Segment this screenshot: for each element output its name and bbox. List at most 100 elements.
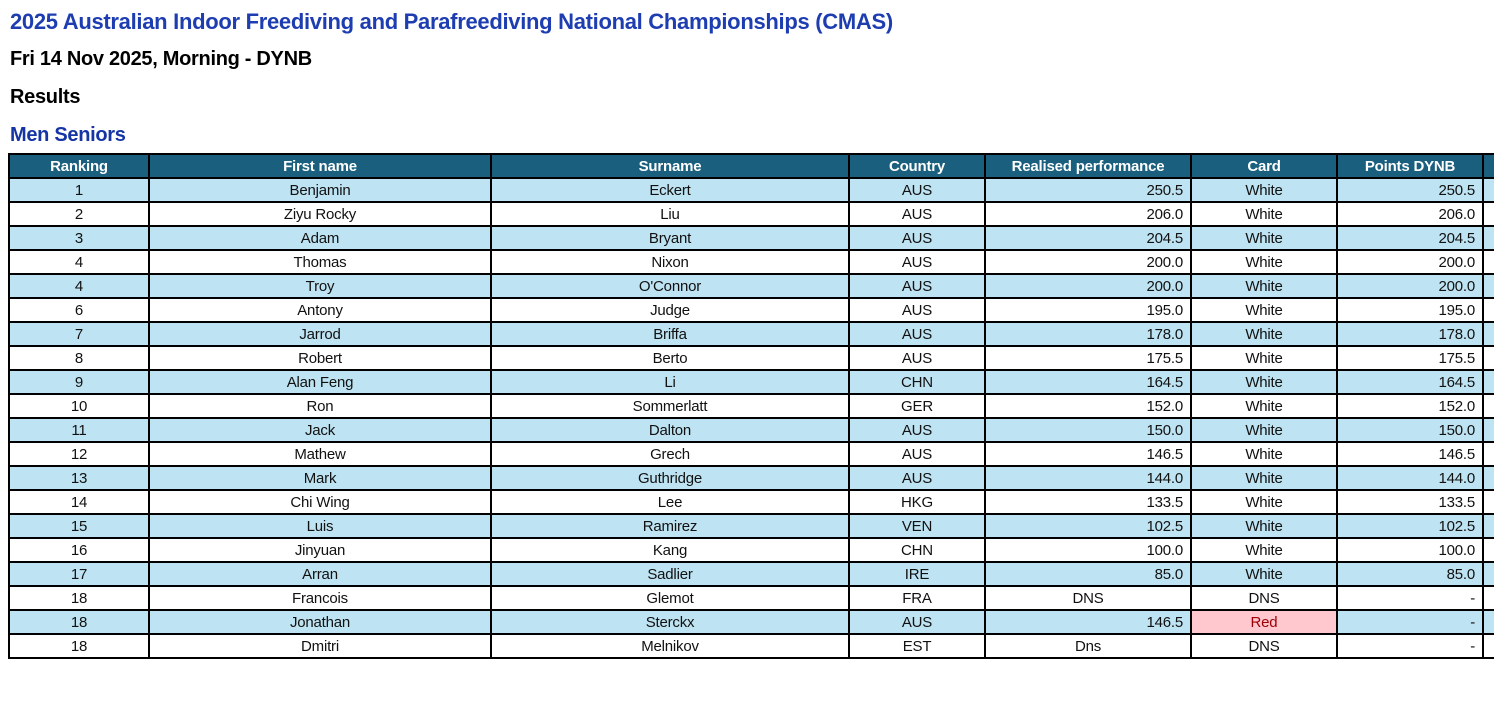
cell-first-name: Antony [148,297,492,323]
table-row: 3 Adam Bryant AUS 204.5 White 204.5 [8,225,1494,251]
cell-performance: 250.5 [984,177,1192,203]
column-header-first-name: First name [148,153,492,179]
column-header-ranking: Ranking [8,153,150,179]
cell-ranking: 2 [8,201,150,227]
clipped-extra-column-cell [1482,297,1494,323]
cell-first-name: Ron [148,393,492,419]
clipped-extra-column-cell [1482,441,1494,467]
cell-surname: Liu [490,201,850,227]
cell-surname: Ramirez [490,513,850,539]
table-row: 9 Alan Feng Li CHN 164.5 White 164.5 [8,369,1494,395]
cell-country: AUS [848,345,986,371]
cell-country: FRA [848,585,986,611]
table-row: 13 Mark Guthridge AUS 144.0 White 144.0 [8,465,1494,491]
cell-surname: Sommerlatt [490,393,850,419]
clipped-extra-column-cell [1482,345,1494,371]
cell-first-name: Thomas [148,249,492,275]
cell-points: - [1336,633,1484,659]
cell-points: 133.5 [1336,489,1484,515]
cell-ranking: 9 [8,369,150,395]
clipped-extra-column-cell [1482,633,1494,659]
cell-surname: Melnikov [490,633,850,659]
cell-performance: 195.0 [984,297,1192,323]
cell-surname: Bryant [490,225,850,251]
cell-ranking: 4 [8,273,150,299]
cell-points: - [1336,585,1484,611]
cell-surname: Eckert [490,177,850,203]
clipped-extra-column-cell [1482,513,1494,539]
cell-card: White [1190,417,1338,443]
column-header-realised-performance: Realised performance [984,153,1192,179]
cell-points: 178.0 [1336,321,1484,347]
cell-first-name: Arran [148,561,492,587]
cell-card: White [1190,561,1338,587]
cell-performance: 144.0 [984,465,1192,491]
cell-country: AUS [848,249,986,275]
cell-surname: Guthridge [490,465,850,491]
results-table-body: 1 Benjamin Eckert AUS 250.5 White 250.5 2 Ziyu R… [8,177,1494,659]
column-header-card: Card [1190,153,1338,179]
clipped-extra-column-cell [1482,465,1494,491]
table-header-row: Ranking First name Surname Country Realised … [8,153,1494,179]
table-row: 6 Antony Judge AUS 195.0 White 195.0 [8,297,1494,323]
clipped-extra-column-header [1482,153,1494,179]
clipped-extra-column-cell [1482,561,1494,587]
clipped-extra-column-cell [1482,489,1494,515]
cell-performance: 85.0 [984,561,1192,587]
results-table-container: Ranking First name Surname Country Realised … [8,153,1494,659]
column-header-country: Country [848,153,986,179]
cell-country: AUS [848,201,986,227]
cell-country: HKG [848,489,986,515]
cell-points: 206.0 [1336,201,1484,227]
cell-card: White [1190,537,1338,563]
column-header-points-dynb: Points DYNB [1336,153,1484,179]
cell-first-name: Jarrod [148,321,492,347]
cell-ranking: 10 [8,393,150,419]
cell-performance: 200.0 [984,249,1192,275]
cell-surname: Lee [490,489,850,515]
cell-card: White [1190,249,1338,275]
cell-ranking: 18 [8,609,150,635]
report-header: 2025 Australian Indoor Freediving and Pa… [0,0,1494,147]
table-row: 18 Francois Glemot FRA DNS DNS - [8,585,1494,611]
cell-country: GER [848,393,986,419]
cell-first-name: Benjamin [148,177,492,203]
cell-first-name: Chi Wing [148,489,492,515]
cell-card: White [1190,177,1338,203]
cell-performance: 102.5 [984,513,1192,539]
cell-first-name: Dmitri [148,633,492,659]
cell-card: White [1190,297,1338,323]
event-title: 2025 Australian Indoor Freediving and Pa… [10,9,893,34]
cell-country: AUS [848,465,986,491]
cell-country: CHN [848,369,986,395]
cell-surname: Dalton [490,417,850,443]
cell-performance: 100.0 [984,537,1192,563]
cell-ranking: 17 [8,561,150,587]
clipped-extra-column-cell [1482,609,1494,635]
cell-surname: Berto [490,345,850,371]
cell-performance: 204.5 [984,225,1192,251]
cell-first-name: Jonathan [148,609,492,635]
cell-card: White [1190,369,1338,395]
cell-ranking: 3 [8,225,150,251]
cell-performance: 152.0 [984,393,1192,419]
cell-country: AUS [848,609,986,635]
clipped-extra-column-cell [1482,177,1494,203]
cell-card: White [1190,465,1338,491]
clipped-extra-column-cell [1482,249,1494,275]
cell-points: 175.5 [1336,345,1484,371]
cell-country: AUS [848,273,986,299]
cell-ranking: 7 [8,321,150,347]
table-row: 14 Chi Wing Lee HKG 133.5 White 133.5 [8,489,1494,515]
cell-first-name: Mark [148,465,492,491]
clipped-extra-column-cell [1482,369,1494,395]
category-label: Men Seniors [10,124,126,146]
cell-performance: 206.0 [984,201,1192,227]
cell-country: CHN [848,537,986,563]
cell-first-name: Luis [148,513,492,539]
cell-points: 144.0 [1336,465,1484,491]
clipped-extra-column-cell [1482,417,1494,443]
table-row: 15 Luis Ramirez VEN 102.5 White 102.5 [8,513,1494,539]
cell-surname: Nixon [490,249,850,275]
